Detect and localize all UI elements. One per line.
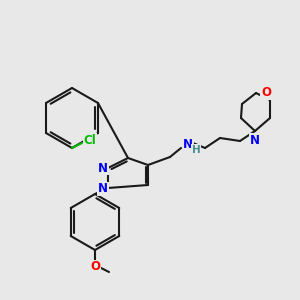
Text: H: H [192, 145, 200, 155]
Text: N: N [183, 137, 193, 151]
Text: O: O [261, 86, 271, 100]
Text: N: N [250, 134, 260, 146]
Text: N: N [98, 161, 108, 175]
Text: O: O [90, 260, 100, 274]
Text: N: N [98, 182, 108, 196]
Text: Cl: Cl [84, 134, 96, 146]
